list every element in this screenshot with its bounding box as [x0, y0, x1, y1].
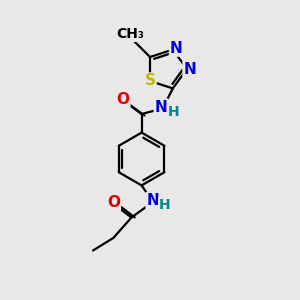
Text: H: H [159, 198, 171, 212]
Text: O: O [116, 92, 130, 106]
Text: H: H [168, 105, 180, 118]
Text: O: O [107, 195, 120, 210]
Text: N: N [184, 61, 196, 76]
Text: N: N [147, 193, 159, 208]
Text: N: N [170, 40, 183, 56]
Text: N: N [155, 100, 167, 115]
Text: S: S [145, 74, 155, 88]
Text: CH₃: CH₃ [116, 27, 144, 41]
